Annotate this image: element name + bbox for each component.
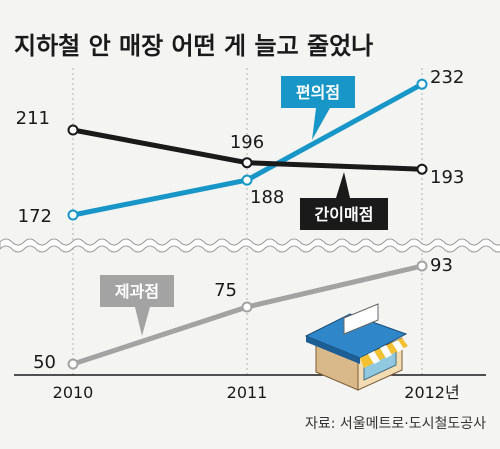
x-tick-label-2011: 2011 xyxy=(227,383,268,402)
data-point-convenience-2012 xyxy=(416,78,428,90)
source-note: 자료: 서울메트로·도시철도공사 xyxy=(305,416,486,432)
store-icon xyxy=(304,303,408,391)
data-point-kiosk-2011 xyxy=(241,157,253,169)
data-point-convenience-2010 xyxy=(67,209,79,221)
x-tick-label-2010: 2010 xyxy=(53,383,94,402)
data-label-kiosk-2011: 196 xyxy=(230,132,264,153)
series-tag-bakery-label: 제과점 xyxy=(115,282,159,301)
grid-lines xyxy=(72,68,423,375)
series-tag-kiosk-label: 간이매점 xyxy=(315,205,374,224)
data-points xyxy=(67,78,428,370)
data-point-kiosk-2012 xyxy=(416,163,428,175)
data-label-bakery-2012: 93 xyxy=(430,255,453,276)
series-tag-convenience: 편의점 xyxy=(281,76,355,140)
data-point-bakery-2012 xyxy=(416,260,428,272)
data-point-kiosk-2010 xyxy=(67,124,79,136)
data-label-convenience-2012: 232 xyxy=(430,67,464,88)
data-label-kiosk-2012: 193 xyxy=(430,167,464,188)
series-tag-kiosk: 간이매점 xyxy=(300,172,388,230)
chart-title: 지하철 안 매장 어떤 게 늘고 줄었나 xyxy=(14,32,373,60)
data-point-convenience-2011 xyxy=(241,174,253,186)
data-label-bakery-2011: 75 xyxy=(214,280,237,301)
data-label-kiosk-2010: 211 xyxy=(16,108,50,129)
axis-break xyxy=(0,238,500,253)
series-tag-bakery: 제과점 xyxy=(100,275,174,336)
data-label-bakery-2010: 50 xyxy=(33,352,56,373)
data-point-bakery-2011 xyxy=(241,301,253,313)
data-label-convenience-2010: 172 xyxy=(18,206,52,227)
x-tick-label-2012: 2012년 xyxy=(404,383,459,402)
series-tag-convenience-label: 편의점 xyxy=(296,83,340,102)
data-label-convenience-2011: 188 xyxy=(250,187,284,208)
data-point-bakery-2010 xyxy=(67,358,79,370)
